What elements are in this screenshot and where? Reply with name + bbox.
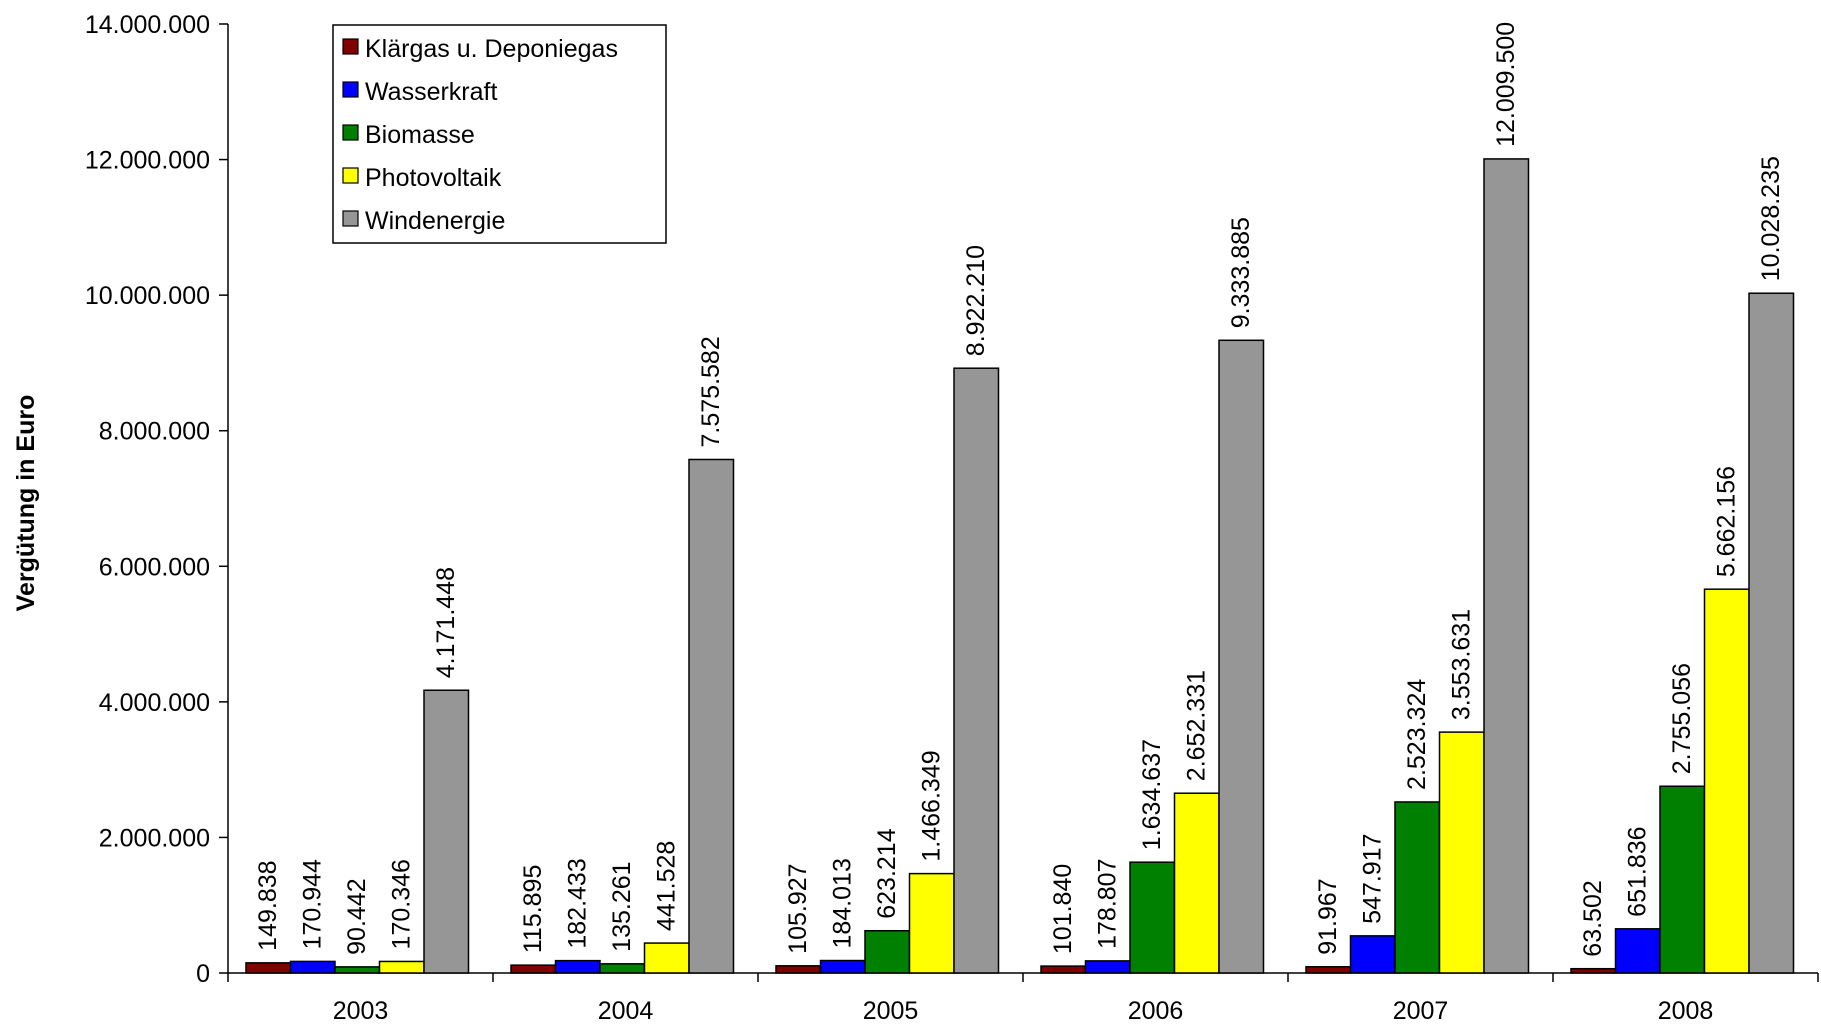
x-tick-label: 2003 — [333, 997, 389, 1025]
data-label: 149.838 — [254, 860, 282, 950]
legend-entry: Klärgas u. Deponiegas — [365, 35, 618, 63]
data-label: 101.840 — [1049, 864, 1077, 954]
data-label: 1.466.349 — [918, 750, 946, 861]
y-axis-title: Vergütung in Euro — [12, 395, 40, 612]
data-label: 170.346 — [388, 859, 416, 949]
data-label: 8.922.210 — [962, 245, 990, 356]
y-tick-label: 10.000.000 — [85, 282, 210, 310]
legend-swatch — [342, 167, 359, 184]
bar — [554, 959, 601, 974]
data-label: 4.171.448 — [432, 567, 460, 678]
data-label: 10.028.235 — [1757, 156, 1785, 281]
y-tick-label: 8.000.000 — [99, 418, 210, 446]
y-tick-label: 4.000.000 — [99, 689, 210, 717]
data-label: 651.836 — [1624, 826, 1652, 916]
y-tick-label: 6.000.000 — [99, 553, 210, 581]
legend-swatch — [342, 210, 359, 227]
bar — [1570, 967, 1617, 974]
bar — [1438, 731, 1485, 974]
y-tick-label: 14.000.000 — [85, 11, 210, 39]
y-tick-label: 0 — [196, 960, 210, 988]
bar — [1703, 588, 1750, 974]
bar — [1659, 785, 1706, 974]
bar — [599, 963, 646, 974]
bar — [510, 964, 557, 974]
data-label: 623.214 — [873, 828, 901, 918]
y-tick-label: 12.000.000 — [85, 147, 210, 175]
legend-swatch — [342, 38, 359, 55]
y-tick-label: 2.000.000 — [99, 824, 210, 852]
bar — [1173, 792, 1220, 974]
bar — [1040, 965, 1087, 974]
bar — [819, 959, 866, 974]
data-label: 2.652.331 — [1183, 670, 1211, 781]
data-label: 12.009.500 — [1492, 22, 1520, 147]
legend-swatch — [342, 81, 359, 98]
bar — [1614, 928, 1661, 974]
x-axis: 2003 2004 2005 2006 2007 2008 — [227, 972, 1819, 1025]
bar — [245, 962, 292, 974]
data-labels: 149.838 170.944 90.442 170.346 4.171.448 115.… — [254, 22, 1785, 957]
bar — [423, 689, 470, 974]
x-tick-label: 2004 — [598, 997, 654, 1025]
bar — [643, 942, 690, 974]
data-label: 3.553.631 — [1448, 609, 1476, 720]
bar — [1305, 966, 1352, 974]
bar — [1748, 292, 1795, 974]
bar — [378, 960, 425, 974]
data-label: 178.807 — [1094, 859, 1122, 949]
legend-entry: Biomasse — [365, 121, 475, 149]
bar — [1349, 935, 1396, 974]
legend-entry: Wasserkraft — [365, 78, 497, 106]
y-axis: 0 2.000.000 4.000.000 6.000.000 8.000.000 10.… — [85, 11, 229, 988]
data-label: 115.895 — [519, 865, 547, 954]
bars — [245, 158, 1795, 974]
data-label: 182.433 — [564, 858, 592, 948]
data-label: 5.662.156 — [1713, 466, 1741, 577]
bar — [1483, 158, 1530, 974]
legend-entry: Photovoltaik — [365, 164, 502, 192]
data-label: 105.927 — [784, 863, 812, 953]
bar — [908, 872, 955, 974]
legend-box — [332, 24, 667, 244]
bar — [864, 930, 911, 974]
bar — [953, 367, 1000, 974]
data-label: 184.013 — [829, 858, 857, 948]
bar — [289, 960, 336, 974]
bar — [775, 965, 822, 974]
data-label: 91.967 — [1314, 878, 1342, 954]
data-label: 7.575.582 — [697, 336, 725, 447]
data-label: 2.523.324 — [1403, 679, 1431, 790]
data-label: 9.333.885 — [1227, 217, 1255, 328]
data-label: 170.944 — [299, 859, 327, 949]
data-label: 547.917 — [1359, 833, 1387, 923]
data-label: 441.528 — [653, 841, 681, 931]
legend: Klärgas u. Deponiegas Wasserkraft Biomasse… — [332, 24, 667, 244]
data-label: 90.442 — [343, 878, 371, 954]
bar — [1129, 861, 1176, 974]
x-tick-label: 2007 — [1393, 997, 1449, 1025]
legend-entry: Windenergie — [365, 207, 505, 235]
data-label: 1.634.637 — [1138, 739, 1166, 850]
data-label: 135.261 — [608, 861, 636, 951]
legend-swatch — [342, 124, 359, 141]
data-label: 2.755.056 — [1668, 663, 1696, 774]
x-tick-label: 2008 — [1658, 997, 1714, 1025]
data-label: 63.502 — [1579, 880, 1607, 956]
x-tick-label: 2006 — [1128, 997, 1184, 1025]
bar — [334, 966, 381, 974]
x-tick-label: 2005 — [863, 997, 919, 1025]
bar — [688, 458, 735, 974]
bar — [1218, 339, 1265, 974]
bar — [1084, 960, 1131, 974]
bar — [1394, 801, 1441, 974]
